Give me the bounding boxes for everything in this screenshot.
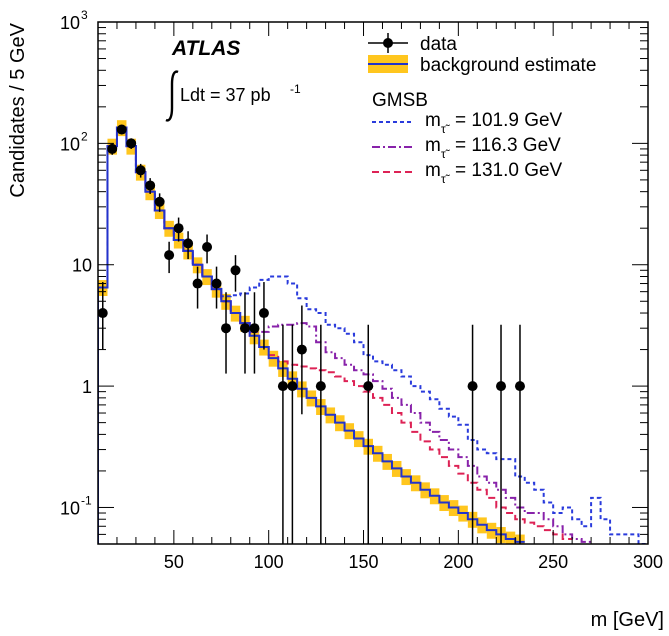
data-point	[315, 381, 326, 392]
y-tick-exponent: -1	[81, 493, 92, 507]
data-point	[496, 381, 507, 392]
y-tick-label: 10	[60, 13, 80, 33]
data-point	[107, 143, 118, 154]
data-point	[154, 196, 165, 207]
data-point	[135, 165, 146, 176]
data-point	[173, 223, 184, 234]
plot-frame	[97, 21, 649, 545]
legend-label-data: data	[420, 34, 457, 55]
y-tick-label: 10	[60, 498, 80, 518]
x-tick-label: 300	[633, 552, 663, 572]
legend-label-signal-2: = 116.3 GeV	[455, 135, 561, 156]
data-point	[126, 138, 137, 149]
legend-entry-signal-1: m τ̃ = 101.9 GeV	[372, 110, 563, 136]
background-band-bin	[505, 531, 516, 544]
y-axis-label: Candidates / 5 GeV	[7, 22, 29, 197]
x-tick-label: 200	[443, 552, 473, 572]
data-point	[239, 323, 250, 334]
data-point	[145, 180, 156, 191]
y-tick-exponent: 3	[81, 8, 88, 22]
legend-label-signal-1: = 101.9 GeV	[455, 110, 563, 131]
luminosity-label: Ldt = 37 pb -1	[165, 70, 301, 122]
background-estimate-line	[98, 126, 525, 544]
data-point	[164, 250, 175, 261]
x-tick-label: 150	[348, 552, 378, 572]
data-point	[277, 381, 288, 392]
legend: data background estimate GMSB m τ̃ = 101…	[368, 33, 596, 186]
legend-mass-symbol-2: m	[425, 135, 441, 156]
x-tick-label: 250	[538, 552, 568, 572]
y-tick-exponent: 2	[81, 129, 88, 143]
legend-entry-data: data	[368, 33, 457, 55]
integral-sign	[165, 70, 179, 122]
data-point	[230, 265, 241, 276]
y-tick-label: 10	[72, 256, 92, 276]
data-point	[202, 241, 213, 252]
plot-area	[98, 120, 648, 544]
y-tick-label: 1	[82, 377, 92, 397]
legend-mass-symbol-1: m	[425, 110, 441, 131]
x-axis-label: m [GeV]	[591, 609, 664, 631]
x-tick-label: 100	[254, 552, 284, 572]
legend-mass-symbol-3: m	[425, 160, 441, 181]
data-point	[183, 238, 194, 249]
data-point	[363, 381, 374, 392]
legend-label-signal-3: = 131.0 GeV	[455, 160, 563, 181]
data-point	[221, 323, 232, 334]
experiment-label: ATLAS	[171, 37, 240, 60]
data-point	[467, 381, 478, 392]
data-point	[192, 278, 203, 289]
data-point	[116, 124, 127, 135]
x-tick-label: 50	[164, 552, 184, 572]
lumi-text: Ldt = 37 pb	[180, 85, 271, 105]
signal-histogram-2	[98, 126, 592, 544]
data-point	[211, 278, 222, 289]
legend-label-background: background estimate	[420, 55, 596, 76]
legend-entry-background: background estimate	[368, 55, 596, 76]
legend-group-title: GMSB	[372, 90, 428, 111]
y-tick-label: 10	[60, 134, 80, 154]
data-point	[287, 381, 298, 392]
data-points	[98, 124, 525, 544]
lumi-exponent: -1	[290, 82, 301, 96]
data-point	[258, 308, 269, 319]
data-point	[249, 323, 260, 334]
data-point	[514, 381, 525, 392]
data-point	[296, 344, 307, 355]
